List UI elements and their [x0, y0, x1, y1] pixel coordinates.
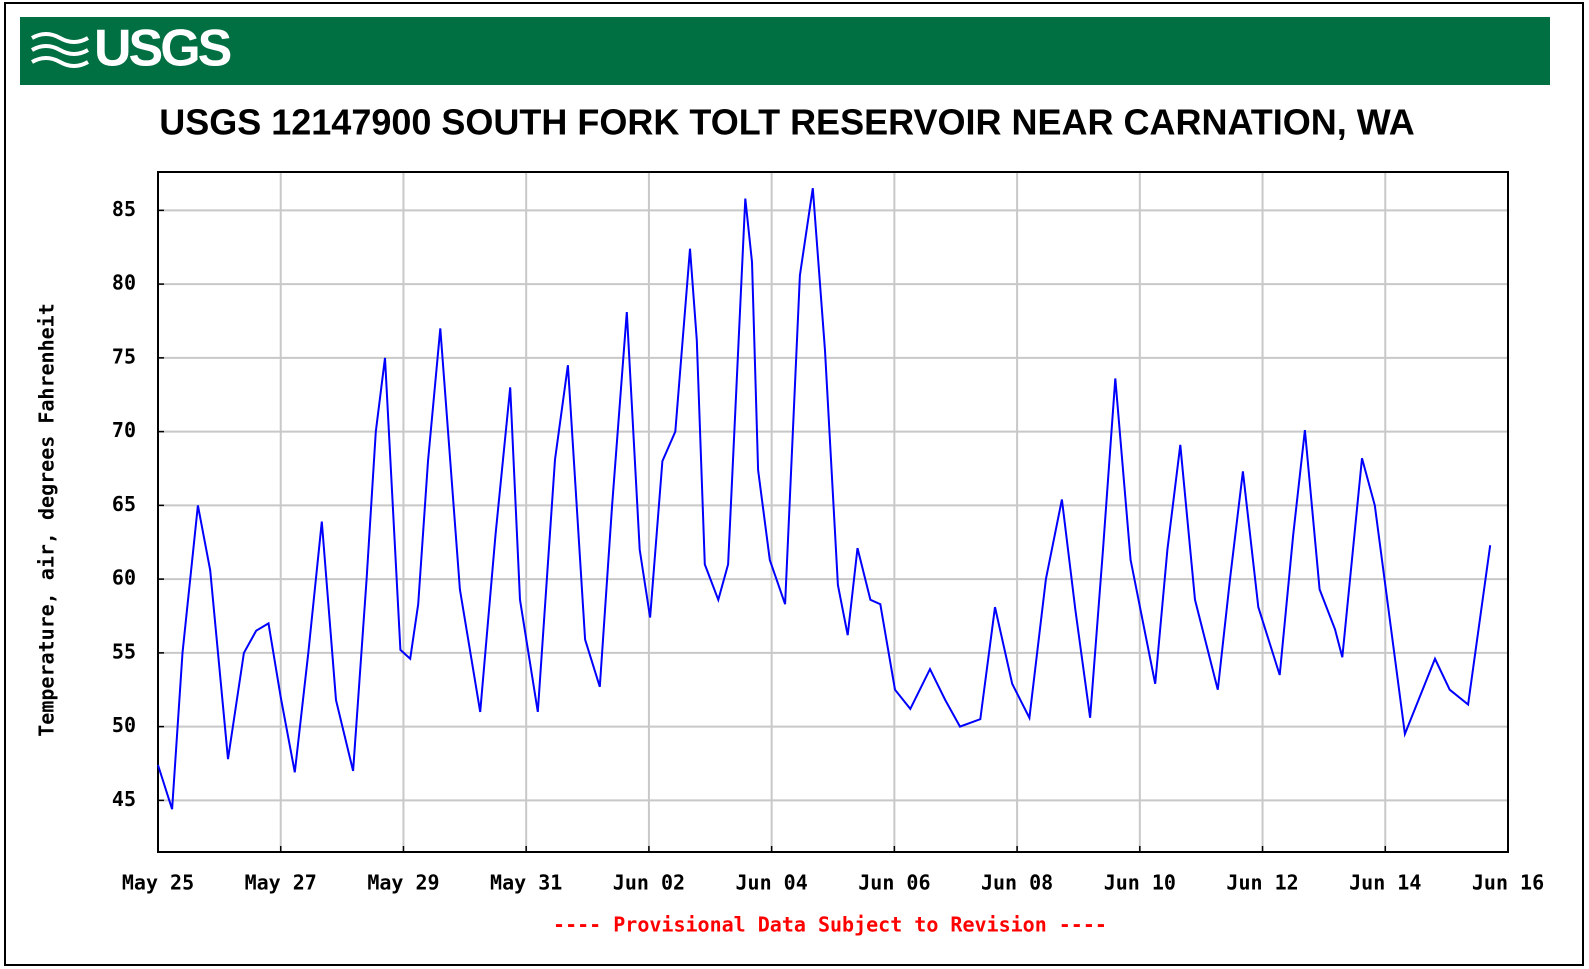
- x-tick-label: May 27: [245, 871, 317, 895]
- x-tick-label: Jun 10: [1104, 871, 1176, 895]
- y-tick-label: 50: [112, 713, 136, 737]
- chart-title: USGS 12147900 SOUTH FORK TOLT RESERVOIR …: [159, 102, 1415, 143]
- x-tick-label: May 29: [367, 871, 439, 895]
- x-tick-label: Jun 04: [736, 871, 808, 895]
- x-tick-label: Jun 12: [1226, 871, 1298, 895]
- data-line: [157, 188, 1492, 810]
- x-tick-label: Jun 14: [1349, 871, 1421, 895]
- y-tick-label: 55: [112, 639, 136, 663]
- footnote: ---- Provisional Data Subject to Revisio…: [553, 913, 1107, 937]
- header-bar: [20, 17, 1550, 85]
- y-tick-label: 75: [112, 344, 136, 368]
- x-tick-label: Jun 06: [858, 871, 930, 895]
- x-tick-label: Jun 16: [1472, 871, 1544, 895]
- y-tick-label: 80: [112, 271, 136, 295]
- x-tick-label: Jun 02: [613, 871, 685, 895]
- y-axis-label: Temperature, air, degrees Fahrenheit: [35, 303, 59, 736]
- y-tick-label: 65: [112, 492, 136, 516]
- x-tick-label: May 25: [122, 871, 194, 895]
- y-tick-label: 70: [112, 418, 136, 442]
- x-tick-label: Jun 08: [981, 871, 1053, 895]
- y-tick-label: 85: [112, 197, 136, 221]
- x-tick-label: May 31: [490, 871, 562, 895]
- y-tick-label: 45: [112, 787, 136, 811]
- plot: 45 50 55 60 65 70 75 80 85 May 25 May 27 May 29 May …: [112, 171, 1544, 895]
- logo-waves: [31, 32, 89, 68]
- y-tick-label: 60: [112, 566, 136, 590]
- plot-border: [157, 171, 1509, 853]
- logo-text: USGS: [94, 20, 231, 78]
